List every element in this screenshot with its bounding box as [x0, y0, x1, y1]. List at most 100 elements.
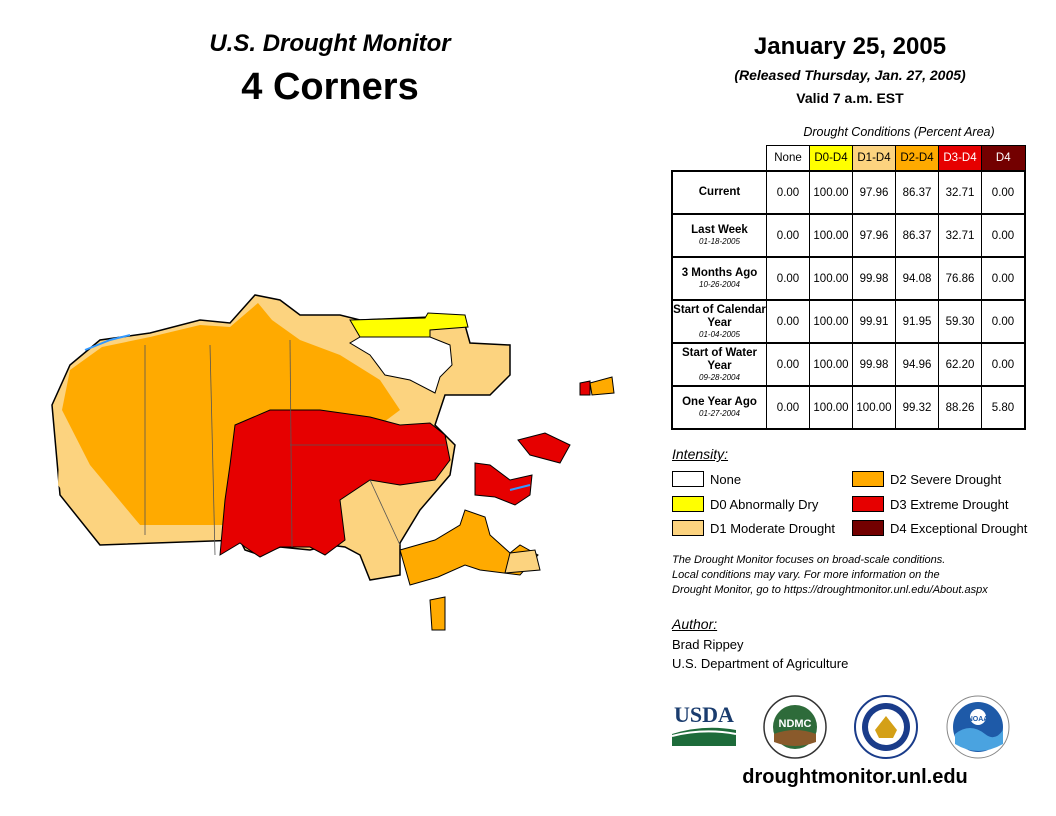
- table-cell: 100.00: [809, 170, 853, 215]
- disclaimer-note: The Drought Monitor focuses on broad-sca…: [672, 553, 1052, 598]
- table-cell: 91.95: [895, 299, 939, 344]
- table-cell: 5.80: [981, 385, 1026, 430]
- footer-url[interactable]: droughtmonitor.unl.edu: [742, 766, 968, 788]
- legend-label: D1 Moderate Drought: [710, 520, 836, 536]
- map-region-d2-ne: [589, 376, 615, 396]
- usda-logo-text: USDA: [674, 702, 734, 727]
- table-cell: 94.08: [895, 256, 939, 301]
- note-line: Local conditions may vary. For more info…: [672, 569, 940, 581]
- row-date: 10-26-2004: [699, 280, 740, 289]
- row-date: 01-27-2004: [699, 409, 740, 418]
- col-header: D3-D4: [938, 145, 982, 172]
- table-cell: 99.98: [852, 256, 896, 301]
- row-label-cell: One Year Ago 01-27-2004: [671, 385, 767, 430]
- map-region-d3-ne: [517, 432, 571, 464]
- ndmc-logo-text: NDMC: [779, 718, 812, 730]
- table-cell: 100.00: [852, 385, 896, 430]
- row-label: Last Week: [691, 224, 748, 236]
- valid-time: Valid 7 a.m. EST: [796, 90, 904, 106]
- legend-swatch: [672, 471, 704, 487]
- legend-item-d0: D0 Abnormally Dry: [672, 495, 818, 513]
- table-cell: 0.00: [981, 256, 1026, 301]
- table-cell: 100.00: [809, 342, 853, 387]
- table-row: One Year Ago 01-27-2004 0.00 100.00 100.00 99…: [671, 385, 1026, 430]
- table-cell: 0.00: [766, 170, 810, 215]
- col-header: D4: [981, 145, 1026, 172]
- row-label-cell: Last Week 01-18-2005: [671, 213, 767, 258]
- row-label: Start of Water Year: [682, 346, 757, 372]
- table-cell: 32.71: [938, 213, 982, 258]
- legend-label: D2 Severe Drought: [890, 471, 1002, 487]
- legend-title: Intensity:: [672, 446, 729, 462]
- table-row: 3 Months Ago 10-26-2004 0.00 100.00 99.98 94.…: [671, 256, 1026, 301]
- author-name: Brad Rippey: [672, 637, 744, 652]
- map-region-d3: [219, 409, 451, 558]
- author-heading: Author:: [672, 616, 718, 632]
- legend-item-none: None: [672, 470, 741, 488]
- map-region-d3-small: [579, 380, 591, 396]
- drought-conditions-table: None D0-D4 D1-D4 D2-D4 D3-D4 D4 Current 0…: [671, 145, 1026, 430]
- table-cell: 62.20: [938, 342, 982, 387]
- table-cell: 59.30: [938, 299, 982, 344]
- table-cell: 100.00: [809, 385, 853, 430]
- row-date: 09-28-2004: [699, 372, 740, 382]
- usda-logo: USDA: [671, 702, 737, 746]
- region-title: 4 Corners: [241, 66, 419, 108]
- table-cell: 0.00: [981, 213, 1026, 258]
- row-label: One Year Ago: [682, 396, 757, 408]
- map-region-d2: [62, 303, 400, 525]
- noaa-logo: NOAA: [946, 695, 1010, 759]
- legend-swatch: [672, 496, 704, 512]
- table-cell: 32.71: [938, 170, 982, 215]
- map-date: January 25, 2005: [753, 33, 947, 60]
- table-cell: 0.00: [981, 342, 1026, 387]
- col-header: None: [766, 145, 810, 172]
- map-region-d1-east: [504, 549, 541, 574]
- col-header: D1-D4: [852, 145, 896, 172]
- ndmc-logo: NDMC: [763, 695, 827, 759]
- legend-label: None: [710, 471, 742, 487]
- table-cell: 97.96: [852, 213, 896, 258]
- row-date: 01-04-2005: [699, 329, 740, 339]
- row-label: Current: [698, 186, 741, 198]
- table-cell: 0.00: [766, 256, 810, 301]
- legend-item-d3: D3 Extreme Drought: [852, 495, 1009, 513]
- release-date: (Released Thursday, Jan. 27, 2005): [734, 67, 966, 83]
- col-header: D2-D4: [895, 145, 939, 172]
- legend-label: D3 Extreme Drought: [890, 496, 1009, 512]
- table-caption: Drought Conditions (Percent Area): [803, 125, 995, 139]
- map-title: U.S. Drought Monitor: [209, 30, 451, 57]
- note-line: The Drought Monitor focuses on broad-sca…: [672, 554, 946, 566]
- table-cell: 76.86: [938, 256, 982, 301]
- table-row: Last Week 01-18-2005 0.00 100.00 97.96 86.37 3…: [671, 213, 1026, 258]
- legend-label: D0 Abnormally Dry: [710, 496, 819, 512]
- table-cell: 100.00: [809, 256, 853, 301]
- table-cell: 88.26: [938, 385, 982, 430]
- table-row: Start of Water Year 09-28-2004 0.00 100.00 9…: [671, 342, 1026, 387]
- table-cell: 86.37: [895, 213, 939, 258]
- table-cell: 99.98: [852, 342, 896, 387]
- table-cell: 0.00: [766, 213, 810, 258]
- table-cell: 0.00: [766, 299, 810, 344]
- table-row: Start of Calendar Year 01-04-2005 0.00 100.…: [671, 299, 1026, 344]
- table-cell: 0.00: [981, 299, 1026, 344]
- legend-item-d2: D2 Severe Drought: [852, 470, 1001, 488]
- legend-swatch: [852, 471, 884, 487]
- col-header: D0-D4: [809, 145, 853, 172]
- author-org: U.S. Department of Agriculture: [672, 656, 849, 671]
- table-cell: 0.00: [766, 342, 810, 387]
- table-cell: 100.00: [809, 299, 853, 344]
- map-river: [84, 334, 131, 351]
- doc-seal-logo: [854, 695, 918, 759]
- row-label-cell: 3 Months Ago 10-26-2004: [671, 256, 767, 301]
- row-label: 3 Months Ago: [681, 267, 758, 279]
- row-label: Start of Calendar Year: [673, 303, 766, 329]
- map-region-d3-east: [474, 462, 533, 506]
- table-row: Current 0.00 100.00 97.96 86.37 32.71 0.00: [671, 170, 1026, 215]
- legend-swatch: [852, 520, 884, 536]
- row-label-cell: Start of Water Year 09-28-2004: [671, 342, 767, 387]
- table-cell: 0.00: [981, 170, 1026, 215]
- legend-item-d1: D1 Moderate Drought: [672, 519, 835, 537]
- legend-swatch: [672, 520, 704, 536]
- map-boundaries: [144, 339, 445, 556]
